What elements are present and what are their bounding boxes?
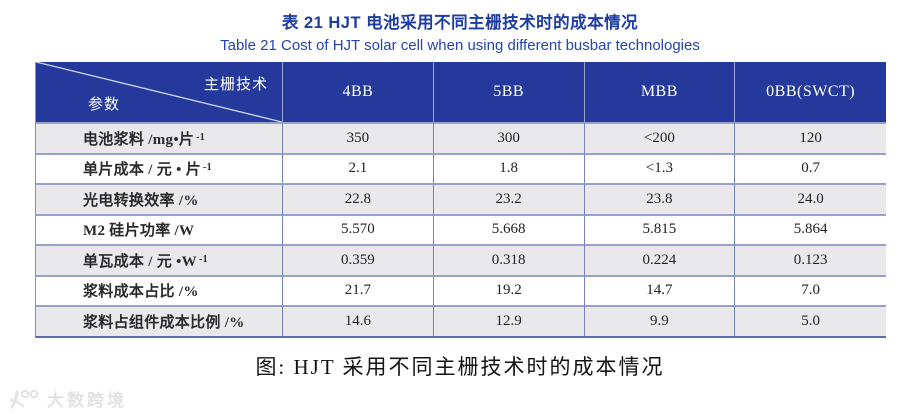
corner-label-parameter: 参数 [88, 97, 121, 113]
table-cell: 7.0 [735, 274, 886, 305]
table-cell: 19.2 [433, 274, 585, 305]
table-cell: 1.8 [433, 152, 585, 183]
table-title-en: Table 21 Cost of HJT solar cell when usi… [220, 37, 700, 54]
table-cell: 300 [433, 122, 585, 153]
table-cell: 0.7 [735, 152, 886, 183]
table-cell: 5.668 [433, 213, 585, 244]
watermark-text: 大数跨境 [47, 391, 127, 410]
row-label-text: 单瓦成本 / 元 •W [83, 253, 197, 270]
table-cell: 350 [283, 122, 434, 153]
table-cell: 120 [735, 122, 886, 153]
column-header-5bb: 5BB [433, 62, 585, 122]
row-label-text: 单片成本 / 元 • 片 [83, 162, 202, 179]
row-label-sup: -1 [203, 162, 212, 174]
table-cell: 5.570 [283, 213, 434, 244]
table-cell: 5.864 [735, 213, 886, 244]
table-cell: 21.7 [283, 274, 434, 305]
table-cell: 9.9 [584, 305, 736, 336]
row-label-cell-paste-module-ratio: 浆料占组件成本比例 /% [36, 305, 283, 336]
table-cell: <1.3 [584, 152, 736, 183]
corner-header-cell: 主栅技术 参数 [36, 62, 283, 122]
table-cell: 14.6 [283, 305, 434, 336]
table-cell: 12.9 [433, 305, 585, 336]
row-label-cell-paste-cost-ratio: 浆料成本占比 /% [36, 274, 283, 305]
table-cell: 22.8 [283, 183, 434, 214]
cost-table: 主栅技术 参数 4BB 5BB MBB 0BB(SWCT) 电池浆料 /mg•片… [35, 62, 886, 338]
diagonal-divider-icon [36, 62, 282, 122]
table-title-zh: 表 21 HJT 电池采用不同主栅技术时的成本情况 [281, 14, 639, 32]
column-header-0bb-swct: 0BB(SWCT) [735, 62, 886, 122]
table-cell: 0.359 [283, 244, 434, 275]
row-label-cell-efficiency: 光电转换效率 /% [36, 183, 283, 214]
corner-label-busbar-tech: 主栅技术 [203, 77, 268, 93]
row-label-sup: -1 [198, 253, 208, 265]
row-label-text: 浆料占组件成本比例 /% [83, 314, 245, 331]
table-cell: 2.1 [283, 152, 434, 183]
row-label-cell-paste: 电池浆料 /mg•片 -1 [36, 122, 283, 153]
row-label-text: M2 硅片功率 /W [83, 223, 195, 240]
figure-caption: 图: HJT 采用不同主栅技术时的成本情况 [255, 355, 665, 379]
table-cell: 5.0 [735, 305, 886, 336]
watermark: 大数跨境 [8, 386, 127, 411]
table-cell: 23.8 [584, 183, 736, 214]
table-cell: 24.0 [735, 183, 886, 214]
row-label-sup: -1 [196, 131, 206, 143]
table-cell: 23.2 [433, 183, 585, 214]
table-cell: 0.318 [433, 244, 585, 275]
table-cell: 5.815 [584, 213, 736, 244]
row-label-cell-m2-power: M2 硅片功率 /W [36, 213, 283, 244]
row-label-text: 浆料成本占比 /% [83, 284, 199, 301]
table-cell: <200 [584, 122, 736, 153]
row-label-cell-cost-per-piece: 单片成本 / 元 • 片 -1 [36, 152, 283, 183]
table-cell: 14.7 [584, 274, 736, 305]
column-header-mbb: MBB [584, 62, 736, 122]
table-cell: 0.123 [735, 244, 886, 275]
row-label-text: 光电转换效率 /% [83, 192, 199, 209]
row-label-text: 电池浆料 /mg•片 [83, 131, 195, 148]
row-label-cell-cost-per-watt: 单瓦成本 / 元 •W -1 [36, 244, 283, 275]
table-cell: 0.224 [584, 244, 736, 275]
column-header-4bb: 4BB [283, 62, 434, 122]
watermark-logo-icon [9, 389, 39, 408]
